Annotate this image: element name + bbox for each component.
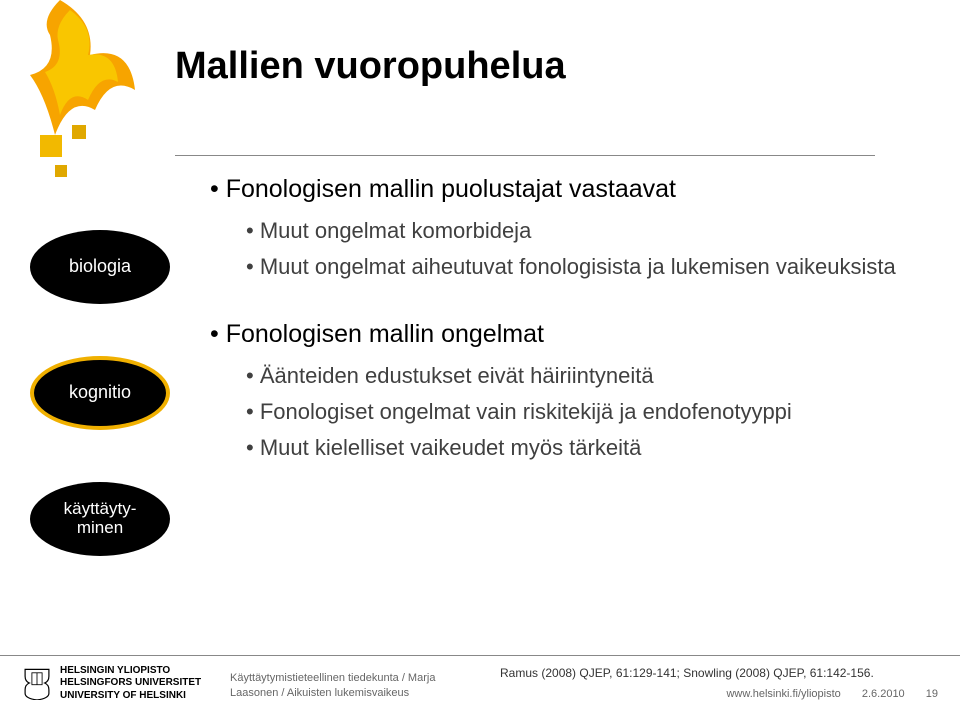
slide-title: Mallien vuoropuhelua <box>175 45 566 88</box>
bullet-l1-1: Fonologisen mallin puolustajat vastaavat <box>210 175 910 204</box>
footer-dept-line2: Laasonen / Aikuisten lukemisvaikeus <box>230 686 435 700</box>
oval-kayttaytyminen: käyttäyty-minen <box>30 482 170 556</box>
bullet-l1-2: Fonologisen mallin ongelmat <box>210 320 910 349</box>
bullet-l2-4: Fonologiset ongelmat vain riskitekijä ja… <box>246 399 910 425</box>
bullet-l2-2: Muut ongelmat aiheutuvat fonologisista j… <box>246 254 910 280</box>
flame-decoration <box>0 0 160 200</box>
oval-kognitio: kognitio <box>30 356 170 430</box>
footer-dept-line1: Käyttäytymistieteellinen tiedekunta / Ma… <box>230 671 435 685</box>
bullet-l2-5: Muut kielelliset vaikeudet myös tärkeitä <box>246 435 910 461</box>
footer-logo: HELSINGIN YLIOPISTO HELSINGFORS UNIVERSI… <box>20 665 201 703</box>
footer-meta: www.helsinki.fi/yliopisto 2.6.2010 19 <box>708 688 938 700</box>
footer-url: www.helsinki.fi/yliopisto <box>726 688 840 700</box>
content-area: Fonologisen mallin puolustajat vastaavat… <box>210 175 910 471</box>
oval-column: biologia kognitio käyttäyty-minen <box>30 230 180 556</box>
bullet-l2-3: Äänteiden edustukset eivät häiriintyneit… <box>246 363 910 389</box>
bullet-l2-1: Muut ongelmat komorbideja <box>246 218 910 244</box>
footer-dept: Käyttäytymistieteellinen tiedekunta / Ma… <box>230 671 435 700</box>
footer-date: 2.6.2010 <box>862 688 905 700</box>
title-divider <box>175 155 875 156</box>
footer-citation: Ramus (2008) QJEP, 61:129-141; Snowling … <box>500 666 874 680</box>
footer: Ramus (2008) QJEP, 61:129-141; Snowling … <box>0 638 960 710</box>
uni-name-fi: HELSINGIN YLIOPISTO <box>60 665 201 678</box>
uni-name-en: UNIVERSITY OF HELSINKI <box>60 690 201 703</box>
footer-page: 19 <box>926 688 938 700</box>
university-logo-icon <box>20 666 54 700</box>
uni-name-sv: HELSINGFORS UNIVERSITET <box>60 677 201 690</box>
footer-divider <box>0 655 960 656</box>
oval-biologia: biologia <box>30 230 170 304</box>
